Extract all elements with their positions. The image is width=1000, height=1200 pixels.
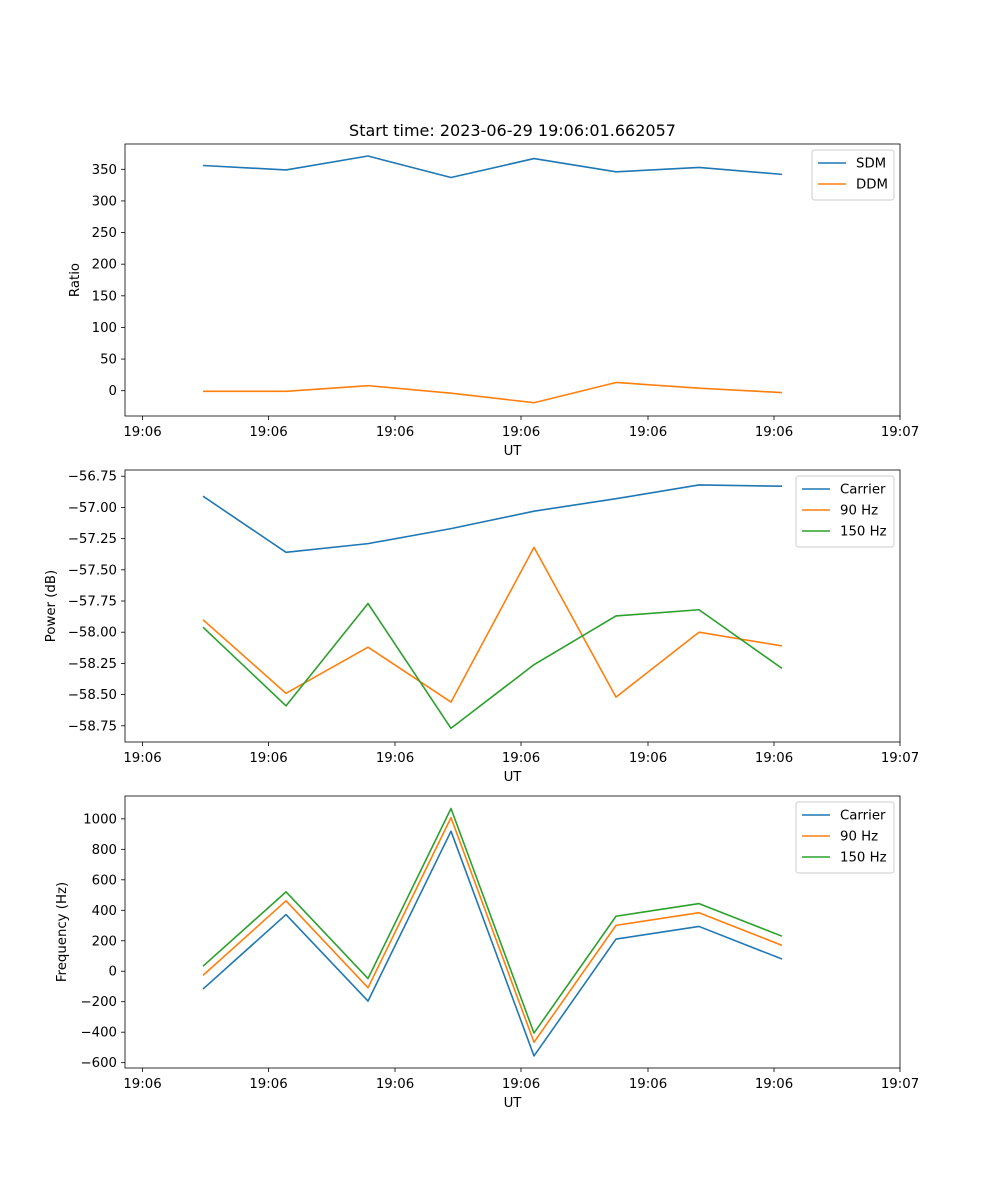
axes-frame — [124, 469, 901, 743]
legend-entry: Carrier — [840, 809, 886, 824]
chart-title: Start time: 2023-06-29 19:06:01.662057 — [349, 121, 676, 140]
x-tick-label: 19:06 — [123, 1077, 161, 1092]
y-tick-label: −57.25 — [68, 532, 117, 547]
legend-entry: 90 Hz — [840, 504, 878, 519]
y-axis-label: Ratio — [68, 263, 83, 297]
y-tick-label: 800 — [92, 843, 117, 858]
axes-frame — [124, 795, 901, 1069]
x-axis-label: UT — [504, 770, 523, 785]
y-tick-label: 300 — [92, 194, 117, 209]
x-tick-label: 19:06 — [123, 425, 161, 440]
x-tick-label: 19:07 — [881, 751, 919, 766]
y-tick-label: 0 — [109, 965, 117, 980]
series-line-90-hz — [202, 546, 783, 703]
y-tick-label: 0 — [109, 384, 117, 399]
x-tick-label: 19:06 — [249, 425, 287, 440]
y-tick-label: −57.50 — [68, 563, 117, 578]
y-tick-label: 1000 — [83, 812, 117, 827]
chart-frequency: 19:06 19:06 19:06 19:06 19:06 19:06 19:07 −600 −… — [55, 795, 919, 1111]
x-tick-label: 19:06 — [629, 751, 667, 766]
legend-entry: 90 Hz — [840, 830, 878, 845]
chart-ratio: 19:06 19:06 19:06 19:06 19:06 19:06 19:07 0 50 10… — [68, 121, 919, 459]
x-tick-label: 19:06 — [123, 751, 161, 766]
axes-frame — [124, 143, 901, 417]
y-tick-label: −57.00 — [68, 501, 117, 516]
y-tick-label: −57.75 — [68, 595, 117, 610]
y-tick-label: 250 — [92, 226, 117, 241]
y-axis-label: Power (dB) — [44, 570, 59, 642]
x-tick-label: 19:06 — [755, 751, 793, 766]
x-tick-label: 19:06 — [376, 425, 414, 440]
x-axis-label: UT — [504, 1096, 523, 1111]
y-tick-label: 200 — [92, 934, 117, 949]
y-tick-label: −58.00 — [68, 626, 117, 641]
series-line-carrier — [202, 484, 783, 554]
x-tick-label: 19:07 — [881, 1077, 919, 1092]
y-tick-label: −200 — [80, 995, 117, 1010]
series-line-150-hz — [202, 602, 783, 730]
y-tick-label: −58.25 — [68, 657, 117, 672]
y-tick-label: −56.75 — [68, 470, 117, 485]
legend: Carrier 90 Hz 150 Hz — [795, 475, 895, 548]
legend: SDM DDM — [811, 149, 895, 201]
x-tick-label: 19:06 — [249, 751, 287, 766]
x-tick-label: 19:06 — [629, 1077, 667, 1092]
legend-entry: DDM — [856, 178, 888, 193]
x-tick-label: 19:06 — [502, 425, 540, 440]
x-axis-label: UT — [504, 444, 523, 459]
y-tick-label: −58.75 — [68, 719, 117, 734]
series-line-sdm — [202, 155, 783, 179]
y-tick-label: 600 — [92, 873, 117, 888]
legend: Carrier 90 Hz 150 Hz — [795, 801, 895, 874]
series-line-90-hz — [202, 816, 783, 1044]
y-tick-label: 100 — [92, 321, 117, 336]
legend-box — [795, 475, 895, 548]
x-tick-label: 19:06 — [249, 1077, 287, 1092]
x-tick-label: 19:06 — [376, 751, 414, 766]
y-tick-label: −600 — [80, 1056, 117, 1071]
chart-power: 19:06 19:06 19:06 19:06 19:06 19:06 19:07 −58.7… — [44, 469, 919, 785]
y-tick-label: −400 — [80, 1026, 117, 1041]
x-tick-label: 19:06 — [629, 425, 667, 440]
legend-entry: Carrier — [840, 483, 886, 498]
legend-entry: 150 Hz — [840, 851, 887, 866]
series-line-carrier — [202, 830, 783, 1057]
x-tick-label: 19:06 — [755, 425, 793, 440]
legend-entry: 150 Hz — [840, 525, 887, 540]
legend-entry: SDM — [856, 157, 886, 172]
x-tick-label: 19:06 — [376, 1077, 414, 1092]
y-tick-label: 350 — [92, 163, 117, 178]
x-tick-label: 19:06 — [502, 1077, 540, 1092]
y-tick-label: 150 — [92, 289, 117, 304]
y-tick-label: 50 — [100, 353, 117, 368]
legend-box — [795, 801, 895, 874]
y-tick-label: 200 — [92, 258, 117, 273]
y-tick-label: −58.50 — [68, 688, 117, 703]
y-axis-label: Frequency (Hz) — [55, 882, 70, 982]
series-line-150-hz — [202, 807, 783, 1034]
x-tick-label: 19:06 — [502, 751, 540, 766]
series-line-ddm — [203, 381, 783, 404]
x-tick-label: 19:06 — [755, 1077, 793, 1092]
y-tick-label: 400 — [92, 904, 117, 919]
x-tick-label: 19:07 — [881, 425, 919, 440]
